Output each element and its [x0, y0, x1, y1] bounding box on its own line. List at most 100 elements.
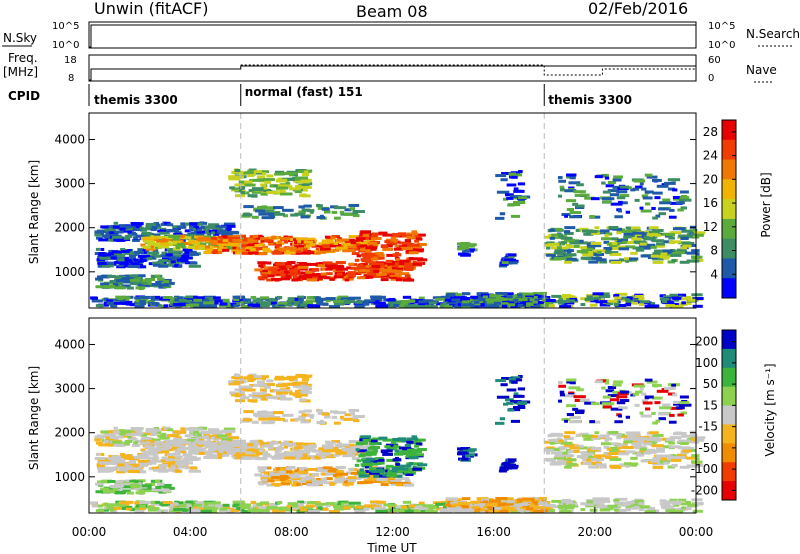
- power-cell: [115, 282, 124, 286]
- power-cell: [151, 261, 159, 265]
- power-cell: [643, 246, 651, 250]
- power-cell: [258, 234, 263, 238]
- velocity-cell: [96, 463, 106, 467]
- power-cell: [583, 232, 594, 236]
- power-cell: [606, 251, 619, 255]
- power-cell: [251, 170, 264, 174]
- velocity-cell: [410, 505, 422, 509]
- power-cell: [618, 209, 623, 213]
- power-cell: [673, 197, 682, 201]
- velocity-cell: [109, 508, 115, 512]
- velocity-cell: [170, 459, 182, 463]
- power-cell: [279, 189, 286, 193]
- velocity-cell: [357, 481, 366, 485]
- power-cell: [691, 243, 696, 247]
- power-cell: [275, 243, 282, 247]
- velocity-cell: [100, 479, 107, 483]
- power-cell: [674, 251, 686, 255]
- power-cell: [357, 276, 366, 280]
- velocity-cell: [213, 501, 221, 505]
- power-cell: [159, 280, 164, 284]
- power-cell: [184, 222, 191, 226]
- power-cell: [299, 303, 308, 307]
- velocity-cell: [324, 440, 331, 444]
- power-cell: [599, 229, 610, 233]
- velocity-cell: [159, 464, 168, 468]
- velocity-cell: [277, 389, 291, 393]
- power-cell: [103, 235, 109, 239]
- power-cell: [658, 207, 669, 211]
- power-cell: [149, 254, 161, 258]
- velocity-cell: [250, 500, 257, 504]
- velocity-cell: [294, 417, 306, 421]
- power-cell: [284, 251, 296, 255]
- power-cell: [680, 246, 687, 250]
- y-tick-label: 1000: [54, 265, 85, 279]
- power-cell: [403, 262, 409, 266]
- power-cell: [110, 280, 122, 284]
- velocity-cell: [518, 375, 523, 379]
- power-cell: [594, 226, 600, 230]
- power-cell: [357, 266, 366, 270]
- power-cell: [518, 170, 523, 174]
- velocity-cell: [554, 454, 564, 458]
- velocity-cell: [541, 503, 550, 507]
- power-cell: [287, 297, 300, 301]
- power-cell: [668, 236, 675, 240]
- velocity-cell: [210, 447, 218, 451]
- power-cell: [509, 298, 519, 302]
- velocity-cell: [294, 450, 302, 454]
- power-cell: [614, 296, 622, 300]
- velocity-cell: [406, 440, 414, 444]
- velocity-cell: [322, 447, 330, 451]
- power-cell: [618, 200, 623, 204]
- power-cell: [314, 297, 326, 301]
- power-cell: [656, 242, 666, 246]
- colorbar-swatch: [722, 199, 736, 220]
- velocity-cell: [229, 391, 235, 395]
- power-cell: [169, 234, 179, 238]
- velocity-cell: [403, 467, 409, 471]
- velocity-cell: [386, 446, 393, 450]
- power-cell: [569, 176, 576, 180]
- power-cell: [574, 193, 580, 197]
- power-cell: [141, 231, 152, 235]
- velocity-cell: [244, 385, 253, 389]
- power-cell: [399, 272, 410, 276]
- velocity-cell: [298, 388, 310, 392]
- velocity-cell: [510, 509, 517, 513]
- velocity-cell: [581, 455, 589, 459]
- power-cell: [319, 247, 331, 251]
- power-cell: [347, 271, 357, 275]
- power-cell: [599, 260, 608, 264]
- power-cell: [173, 232, 183, 236]
- power-cell: [301, 208, 311, 212]
- velocity-cell: [196, 433, 202, 437]
- power-cell: [125, 302, 132, 306]
- power-cell: [369, 266, 380, 270]
- power-cell: [558, 234, 564, 238]
- velocity-cell: [307, 456, 320, 460]
- power-cell: [376, 264, 386, 268]
- power-cell: [506, 261, 518, 265]
- velocity-cell: [276, 506, 288, 510]
- power-cell: [228, 175, 238, 179]
- power-cell: [414, 233, 426, 237]
- velocity-cell: [108, 443, 114, 447]
- velocity-cell: [643, 451, 651, 455]
- power-cell: [569, 241, 580, 245]
- power-cell: [292, 276, 300, 280]
- velocity-cell: [234, 374, 241, 378]
- velocity-cell: [157, 434, 168, 438]
- velocity-cell: [309, 415, 314, 419]
- power-cell: [501, 172, 514, 176]
- power-cell: [412, 235, 422, 239]
- power-cell: [130, 221, 139, 225]
- power-cell: [272, 206, 284, 210]
- velocity-cell: [298, 410, 305, 414]
- power-cell: [219, 245, 224, 249]
- power-cell: [271, 272, 276, 276]
- velocity-cell: [588, 465, 599, 469]
- velocity-cell: [267, 446, 274, 450]
- velocity-cell: [564, 443, 575, 447]
